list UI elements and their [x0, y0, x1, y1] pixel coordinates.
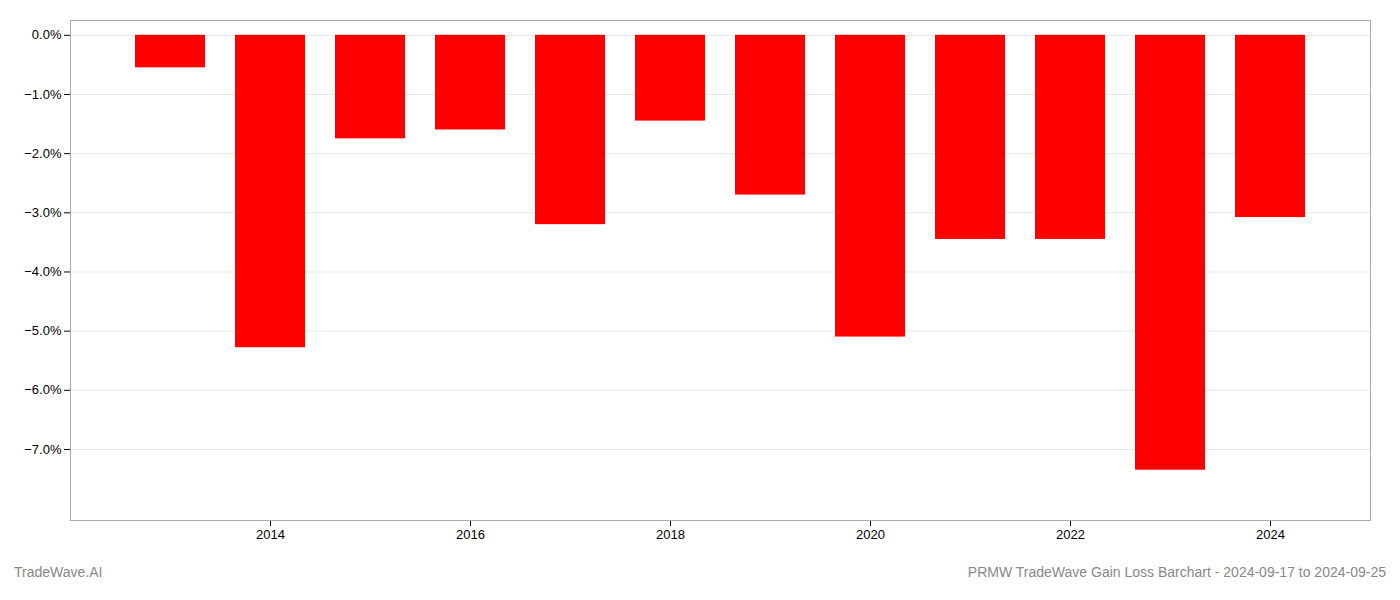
- svg-text:−5.0%: −5.0%: [24, 323, 62, 338]
- svg-text:−2.0%: −2.0%: [24, 146, 62, 161]
- svg-text:−6.0%: −6.0%: [24, 382, 62, 397]
- svg-text:2014: 2014: [256, 527, 285, 542]
- svg-text:2018: 2018: [656, 527, 685, 542]
- svg-text:−7.0%: −7.0%: [24, 442, 62, 457]
- svg-text:2024: 2024: [1256, 527, 1285, 542]
- html-text:PRMW TradeWave Gain Loss Barch: PRMW TradeWave Gain Loss Barchart - 2024…: [967, 564, 1386, 580]
- svg-text:−3.0%: −3.0%: [24, 205, 62, 220]
- svg-text:0.0%: 0.0%: [32, 27, 62, 42]
- svg-text:−4.0%: −4.0%: [24, 264, 62, 279]
- html-text:TradeWave.AI: TradeWave.AI: [14, 564, 103, 580]
- svg-text:2016: 2016: [456, 527, 485, 542]
- svg-text:2020: 2020: [856, 527, 885, 542]
- svg-text:2022: 2022: [1056, 527, 1085, 542]
- svg-text:−1.0%: −1.0%: [24, 87, 62, 102]
